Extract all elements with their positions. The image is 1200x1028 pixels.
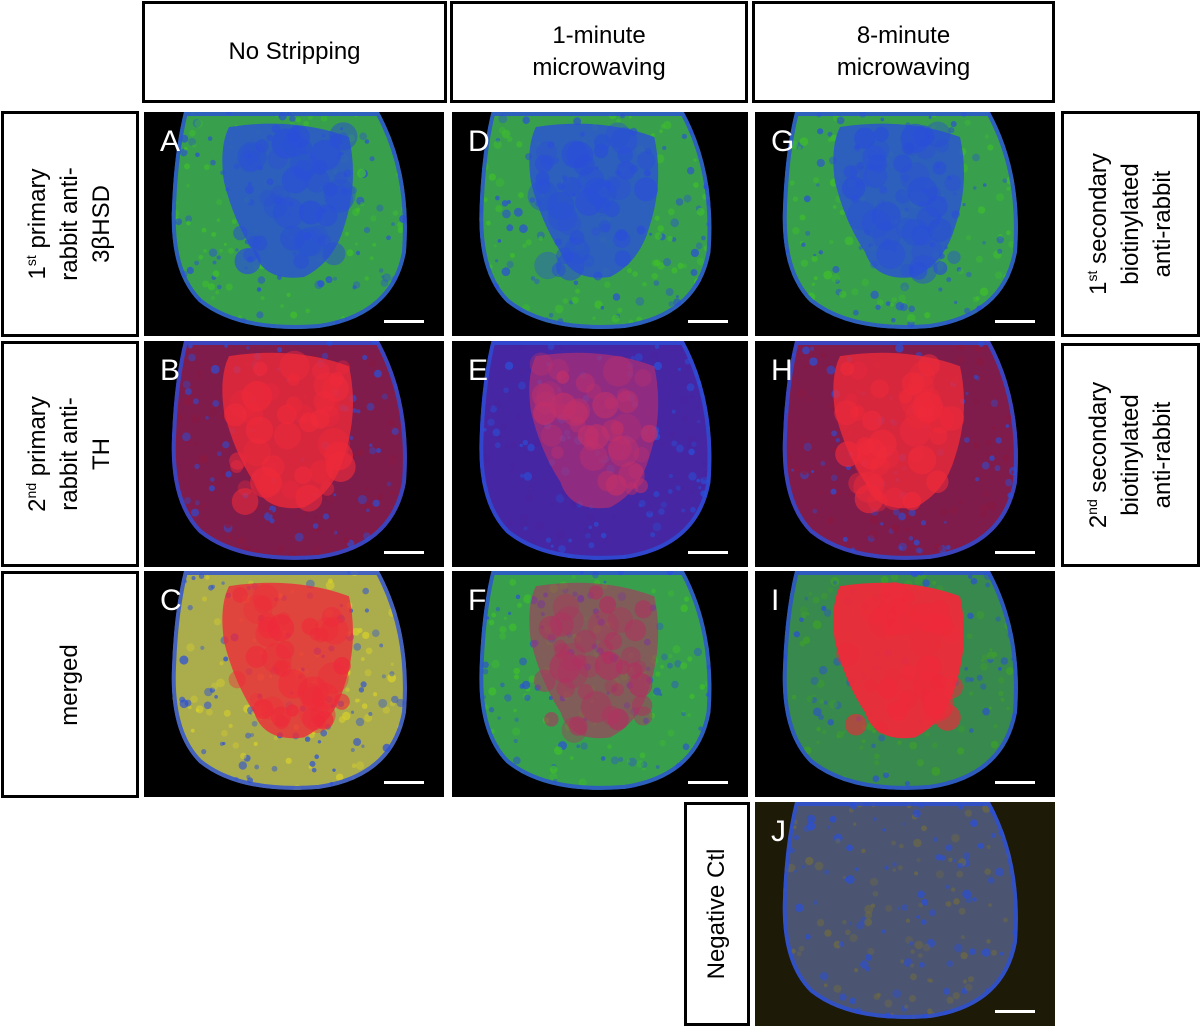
scale-bar [688, 551, 728, 554]
micrograph-panel-i: I [755, 571, 1055, 797]
scale-bar [384, 320, 424, 323]
label-line: TH [88, 438, 115, 470]
panel-letter: F [468, 584, 487, 617]
micrograph-image [782, 341, 1018, 560]
panel-letter: E [468, 354, 489, 387]
scale-bar [995, 551, 1035, 554]
column-header-text: 8-minute microwaving [837, 20, 970, 84]
panel-letter: G [771, 125, 795, 158]
ordinal-suffix: st [23, 255, 39, 267]
scale-bar [995, 781, 1035, 784]
scale-bar [995, 320, 1035, 323]
label-line: rabbit anti- [56, 167, 83, 281]
scale-bar [688, 320, 728, 323]
header-line: 8-minute [856, 22, 951, 49]
label-line: primary [24, 168, 51, 249]
right-label-1st-secondary: 1st secondary biotinylated anti-rabbit [1061, 111, 1200, 337]
row-label-text: merged [56, 643, 83, 726]
scale-bar [688, 781, 728, 784]
panel-letter: J [771, 815, 786, 848]
right-label-text: 1st secondary biotinylated anti-rabbit [1083, 153, 1179, 295]
header-line: microwaving [532, 54, 666, 81]
panel-letter: I [771, 584, 780, 617]
column-header-no-stripping: No Stripping [142, 1, 447, 103]
micrograph-image [479, 112, 712, 329]
micrograph-panel-a: A [144, 112, 444, 336]
label-line: anti-rabbit [1148, 401, 1176, 509]
ordinal-suffix: nd [1083, 499, 1100, 515]
micrograph-image [171, 112, 407, 329]
ordinal-suffix: nd [23, 482, 39, 499]
right-label-2nd-secondary: 2nd secondary biotinylated anti-rabbit [1061, 343, 1200, 567]
ordinal-number: 1 [1084, 281, 1112, 295]
right-label-text: 2nd secondary biotinylated anti-rabbit [1083, 382, 1179, 528]
row-label-merged: merged [1, 571, 139, 798]
label-line: biotinylated [1116, 394, 1144, 516]
column-header-1-minute: 1-minute microwaving [450, 1, 748, 103]
label-line: rabbit anti- [56, 397, 83, 511]
header-line: microwaving [836, 54, 971, 81]
micrograph-panel-f: F [452, 571, 748, 797]
scale-bar [384, 551, 424, 554]
header-line: 1-minute [552, 22, 646, 49]
negative-control-text: Negative Ctl [703, 848, 730, 980]
micrograph-image [479, 341, 712, 560]
row-label-2nd-primary: 2nd primary rabbit anti- TH [1, 341, 139, 567]
micrograph-panel-c: C [144, 571, 444, 797]
column-header-text: 1-minute microwaving [532, 20, 665, 84]
micrograph-panel-b: B [144, 341, 444, 567]
label-line: secondary [1084, 153, 1112, 264]
scale-bar [995, 1010, 1035, 1013]
label-line: primary [24, 396, 51, 477]
ordinal-number: 2 [24, 498, 51, 512]
scale-bar [384, 781, 424, 784]
label-line: anti-rabbit [1148, 170, 1176, 278]
micrograph-image [782, 571, 1018, 790]
row-label-text: 2nd primary rabbit anti- TH [22, 396, 118, 512]
micrograph-image [171, 341, 407, 560]
micrograph-panel-g: G [755, 112, 1055, 336]
panel-letter: C [160, 584, 182, 617]
micrograph-panel-j: J [755, 802, 1055, 1026]
panel-letter: D [468, 125, 490, 158]
micrograph-image [171, 571, 407, 790]
micrograph-panel-e: E [452, 341, 748, 567]
micrograph-image [782, 112, 1018, 329]
row-label-1st-primary: 1st primary rabbit anti- 3βHSD [1, 111, 139, 337]
ordinal-number: 2 [1084, 514, 1112, 529]
label-line: biotinylated [1116, 163, 1144, 285]
panel-letter: B [160, 354, 181, 387]
row-label-text: 1st primary rabbit anti- 3βHSD [22, 167, 118, 280]
panel-letter: H [771, 354, 793, 387]
ordinal-number: 1 [24, 266, 51, 280]
label-line: 3βHSD [88, 185, 115, 263]
micrograph-panel-d: D [452, 112, 748, 336]
column-header-8-minute: 8-minute microwaving [752, 1, 1055, 103]
micrograph-image [782, 802, 1018, 1019]
label-line: secondary [1084, 381, 1112, 493]
negative-control-label: Negative Ctl [684, 802, 750, 1026]
ordinal-suffix: st [1083, 270, 1100, 282]
panel-letter: A [160, 125, 181, 158]
micrograph-panel-h: H [755, 341, 1055, 567]
micrograph-image [479, 571, 712, 790]
column-header-text: No Stripping [228, 38, 361, 65]
